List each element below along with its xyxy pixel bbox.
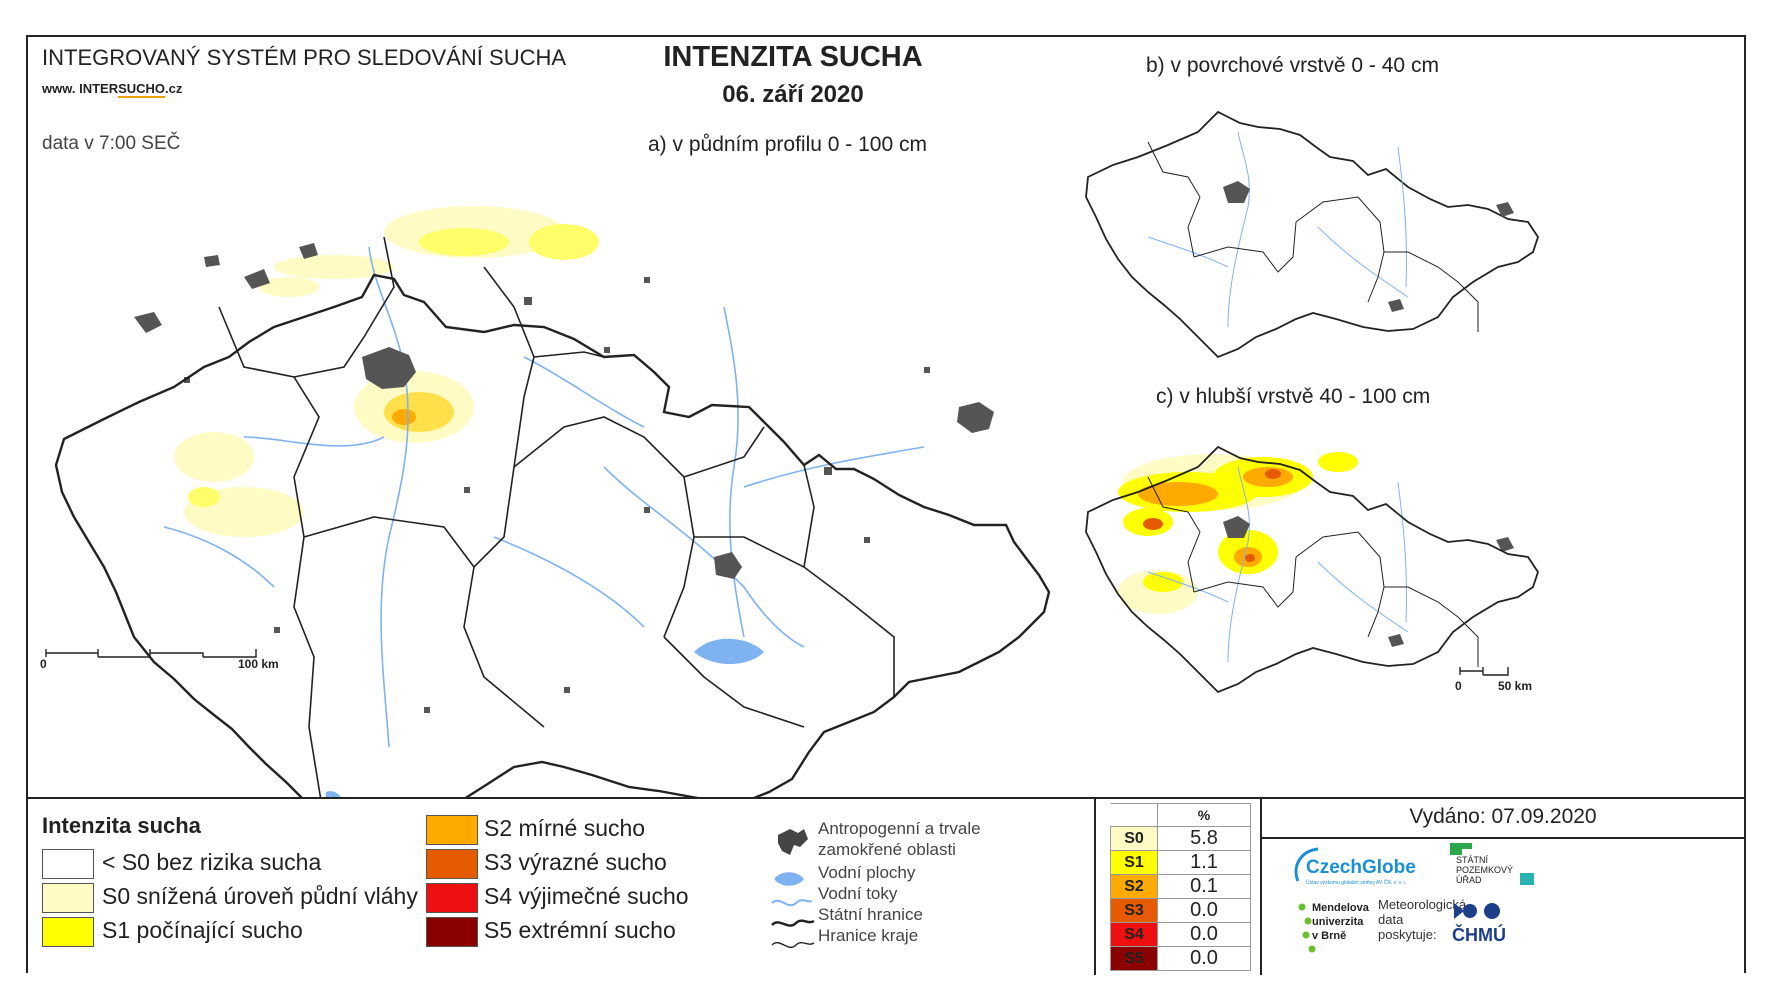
map-c <box>1085 446 1539 693</box>
chmu-logo: ČHMÚ <box>1448 901 1528 957</box>
rivers-c <box>1147 466 1409 663</box>
scale-bar-c <box>1459 667 1509 676</box>
scale-c-end: 50 km <box>1498 679 1533 693</box>
stats-row-s4: S4 0.0 <box>1110 922 1251 947</box>
legend-symbols <box>771 829 815 948</box>
legend-swatch-s4 <box>426 883 478 913</box>
website-brand: SUCHO <box>118 81 166 98</box>
legend-label-s1: S1 počínající sucho <box>102 917 303 943</box>
stats-table: % S0 5.8 S1 1.1 S2 0.1 S3 0.0 S4 0.0 S5 0.0 <box>1110 803 1251 971</box>
chmu-name: ČHMÚ <box>1452 925 1506 945</box>
urban-symbol <box>778 829 808 855</box>
stats-row-s2: S2 0.1 <box>1110 874 1251 899</box>
meteo-line-1: Meteorologická <box>1378 897 1467 912</box>
meteo-line-3: poskytuje: <box>1378 927 1437 942</box>
issued-date: Vydáno: 07.09.2020 <box>1409 805 1597 828</box>
czechglobe-arc-icon <box>1294 847 1319 882</box>
main-title: INTENZITA SUCHA <box>663 41 923 73</box>
scale-c-zero: 0 <box>1455 679 1462 693</box>
state-border-symbol <box>771 919 815 927</box>
legend-label-s0: S0 snížená úroveň půdní vláhy <box>102 883 418 909</box>
legend-swatch-s2 <box>426 815 478 845</box>
legend-label-s3: S3 výrazné sucho <box>484 849 667 875</box>
rivers-b <box>1147 131 1409 328</box>
scale-bar-a <box>45 649 257 658</box>
legend-swatch-s1 <box>42 917 94 947</box>
region-borders-a <box>218 236 895 797</box>
water-body <box>325 791 341 797</box>
mendel-line-3: v Brně <box>1312 930 1347 942</box>
map-c-label: c) v hlubší vrstvě 40 - 100 cm <box>1156 385 1431 408</box>
divider <box>1094 799 1096 975</box>
mendel-line-1: Mendelova <box>1312 902 1369 914</box>
legend-swatch-s5 <box>426 917 478 947</box>
data-time: data v 7:00 SEČ <box>42 133 181 154</box>
water-bodies-label: Vodní plochy <box>818 863 916 882</box>
czechglobe-subtitle: Ústav výzkumu globální změny AV ČR, v. v… <box>1306 880 1407 886</box>
stats-header: % <box>1157 803 1251 827</box>
legend-swatch-s3 <box>426 849 478 879</box>
divider <box>1260 799 1262 975</box>
drought-areas-c <box>1118 452 1358 614</box>
website: www. INTERSUCHO.cz <box>42 81 183 98</box>
map-canvas <box>45 111 1539 797</box>
czechglobe-logo: CzechGlobe Ústav výzkumu globální změny … <box>1294 843 1430 891</box>
river-symbol <box>771 899 813 907</box>
legend-label-none: < S0 bez rizika sucha <box>102 849 322 875</box>
spu-line-3: ÚŘAD <box>1456 875 1482 885</box>
stats-row-s1: S1 1.1 <box>1110 850 1251 875</box>
scale-a-zero: 0 <box>40 657 47 671</box>
water-body <box>694 638 764 665</box>
teal-mark-icon <box>1520 873 1534 885</box>
region-border-symbol <box>771 942 815 948</box>
drought-areas-a <box>174 206 599 537</box>
map-b <box>1085 111 1539 358</box>
state-border-label: Státní hranice <box>818 905 923 924</box>
stats-row-s5: S5 0.0 <box>1110 946 1251 971</box>
map-date: 06. září 2020 <box>722 81 864 108</box>
legend-panel: Intenzita sucha < S0 bez rizika sucha S0… <box>28 797 1744 975</box>
urban-areas-b <box>1223 181 1514 312</box>
region-border-label: Hranice kraje <box>818 926 919 945</box>
stats-row-s3: S3 0.0 <box>1110 898 1251 923</box>
region-borders-c <box>1147 476 1479 667</box>
chmu-mark-icon <box>1454 903 1500 919</box>
legend-swatch-none <box>42 849 94 879</box>
website-prefix: www. INTER <box>42 81 119 96</box>
legend-label-s5: S5 extrémní sucho <box>484 917 676 943</box>
spu-mark-icon <box>1450 843 1462 855</box>
legend-label-s2: S2 mírné sucho <box>484 815 646 841</box>
mendel-dots-icon <box>1298 903 1316 953</box>
scale-a-end: 100 km <box>238 657 279 671</box>
water-body-symbol <box>774 872 804 886</box>
map-b-label: b) v povrchové vrstvě 0 - 40 cm <box>1146 54 1439 77</box>
map-a-label: a) v půdním profilu 0 - 100 cm <box>648 133 927 156</box>
website-suffix: .cz <box>165 81 183 96</box>
mendel-logo: Mendelova univerzita v Brně <box>1296 901 1396 971</box>
legend-label-s4: S4 výjimečné sucho <box>484 883 689 909</box>
urban-areas-c <box>1223 516 1514 647</box>
spu-logo: STÁTNÍ POZEMKOVÝ ÚŘAD <box>1450 843 1520 899</box>
rivers-label: Vodní toky <box>818 884 898 903</box>
system-title: INTEGROVANÝ SYSTÉM PRO SLEDOVÁNÍ SUCHA <box>42 45 567 70</box>
urban-label-1: Antropogenní a trvale <box>818 819 981 838</box>
spu-line-2: POZEMKOVÝ <box>1456 865 1514 875</box>
stats-row-s0: S0 5.8 <box>1110 826 1251 851</box>
urban-areas-a <box>134 243 994 713</box>
meteo-line-2: data <box>1378 912 1404 927</box>
mendel-line-2: univerzita <box>1312 916 1364 928</box>
map-frame: INTEGROVANÝ SYSTÉM PRO SLEDOVÁNÍ SUCHA w… <box>26 35 1746 975</box>
spu-line-1: STÁTNÍ <box>1456 855 1489 865</box>
map-a <box>54 206 1051 797</box>
urban-label-2: zamokřené oblasti <box>818 840 956 859</box>
legend-title: Intenzita sucha <box>42 813 201 838</box>
legend-swatch-s0 <box>42 883 94 913</box>
rivers-a <box>163 246 925 748</box>
region-borders-b <box>1147 141 1479 332</box>
czechglobe-name: CzechGlobe <box>1306 857 1416 878</box>
